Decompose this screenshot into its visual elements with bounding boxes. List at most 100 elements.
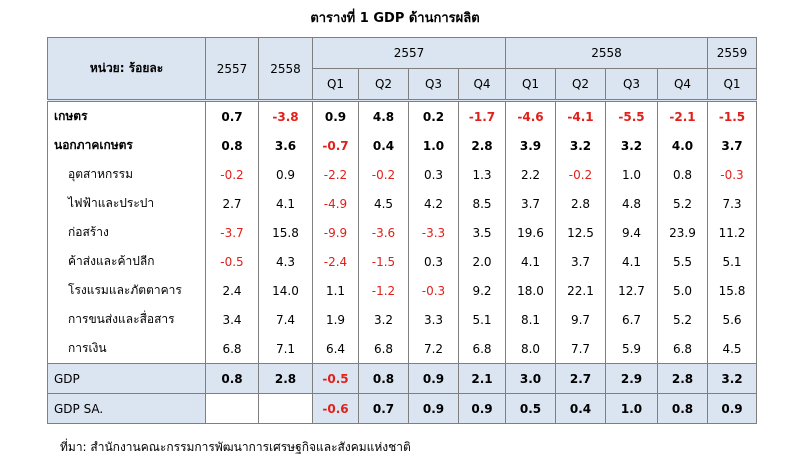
value-cell: -5.5 xyxy=(605,99,658,131)
table-row: ก่อสร้าง -3.7 15.8 -9.9 -3.6 -3.3 3.5 19.6 12.5 9… xyxy=(47,218,757,247)
value-cell: 2.7 xyxy=(555,363,606,394)
value-cell: 0.9 xyxy=(458,393,506,424)
value-cell: 0.3 xyxy=(408,160,459,189)
value-cell: -0.3 xyxy=(707,160,757,189)
value-cell: 0.4 xyxy=(555,393,606,424)
source-note: ที่มา: สำนักงานคณะกรรมการพัฒนาการเศรษฐกิ… xyxy=(60,440,411,454)
quarter-header: Q3 xyxy=(408,68,459,101)
value-cell: 8.0 xyxy=(505,334,556,364)
table-row: เกษตร 0.7 -3.8 0.9 4.8 0.2 -1.7 -4.6 -4.1 -5.5 -2.… xyxy=(47,99,757,131)
value-cell: 4.1 xyxy=(605,247,658,276)
value-cell: -4.6 xyxy=(505,99,556,131)
value-cell: 2.7 xyxy=(205,189,259,218)
value-cell: 23.9 xyxy=(657,218,708,247)
value-cell: 22.1 xyxy=(555,276,606,305)
value-cell: -0.3 xyxy=(408,276,459,305)
value-cell: -9.9 xyxy=(312,218,359,247)
value-cell: -1.5 xyxy=(358,247,409,276)
empty-cell xyxy=(258,393,313,424)
year-header: 2558 xyxy=(505,37,708,69)
value-cell: -0.7 xyxy=(312,131,359,160)
row-label: GDP xyxy=(47,363,206,394)
value-cell: -3.3 xyxy=(408,218,459,247)
value-cell: -2.1 xyxy=(657,99,708,131)
value-cell: 6.7 xyxy=(605,305,658,334)
value-cell: 5.2 xyxy=(657,189,708,218)
gdp-table: หน่วย: ร้อยละ 2557 2558 2557 2558 2559 Q1 Q… xyxy=(47,37,757,424)
value-cell: 5.9 xyxy=(605,334,658,364)
value-cell: 0.8 xyxy=(205,131,259,160)
header-row: Q1 Q2 Q3 Q4 Q1 Q2 Q3 Q4 Q1 xyxy=(48,68,757,101)
value-cell: 3.7 xyxy=(555,247,606,276)
value-cell: 3.6 xyxy=(258,131,313,160)
value-cell: 0.2 xyxy=(408,99,459,131)
annual-header: 2557 xyxy=(205,37,259,101)
value-cell: 3.7 xyxy=(707,131,757,160)
value-cell: 15.8 xyxy=(707,276,757,305)
value-cell: 0.7 xyxy=(205,99,259,131)
value-cell: 6.4 xyxy=(312,334,359,364)
value-cell: -4.9 xyxy=(312,189,359,218)
value-cell: 18.0 xyxy=(505,276,556,305)
quarter-header: Q1 xyxy=(312,68,359,101)
value-cell: 4.0 xyxy=(657,131,708,160)
table-row: ค้าส่งและค้าปลีก -0.5 4.3 -2.4 -1.5 0.3 2.0 4.1… xyxy=(47,247,757,276)
value-cell: 2.4 xyxy=(205,276,259,305)
value-cell: 3.5 xyxy=(458,218,506,247)
value-cell: 0.8 xyxy=(657,160,708,189)
value-cell: -3.8 xyxy=(258,99,313,131)
value-cell: -0.6 xyxy=(312,393,359,424)
value-cell: 5.6 xyxy=(707,305,757,334)
value-cell: 3.3 xyxy=(408,305,459,334)
table-row: การขนส่งและสื่อสาร 3.4 7.4 1.9 3.2 3.3 5.1 8.1 9… xyxy=(47,305,757,334)
table-header: หน่วย: ร้อยละ 2557 2558 2557 2558 2559 Q1 Q… xyxy=(47,37,757,101)
value-cell: 2.0 xyxy=(458,247,506,276)
value-cell: 2.8 xyxy=(555,189,606,218)
value-cell: 3.2 xyxy=(605,131,658,160)
value-cell: 4.8 xyxy=(358,99,409,131)
value-cell: 4.8 xyxy=(605,189,658,218)
value-cell: 3.0 xyxy=(505,363,556,394)
value-cell: 3.2 xyxy=(555,131,606,160)
value-cell: -3.7 xyxy=(205,218,259,247)
quarter-header: Q1 xyxy=(707,68,757,101)
value-cell: 8.5 xyxy=(458,189,506,218)
table-row: GDP 0.8 2.8 -0.5 0.8 0.9 2.1 3.0 2.7 2.9 2.8 3.2 xyxy=(47,363,757,394)
row-label: เกษตร xyxy=(47,99,206,131)
table-row: นอกภาคเกษตร 0.8 3.6 -0.7 0.4 1.0 2.8 3.9 3.2 3.2 4… xyxy=(47,131,757,160)
table-row: อุตสาหกรรม -0.2 0.9 -2.2 -0.2 0.3 1.3 2.2 -0.2 1.… xyxy=(47,160,757,189)
value-cell: 3.7 xyxy=(505,189,556,218)
annual-header: 2558 xyxy=(258,37,313,101)
value-cell: 4.3 xyxy=(258,247,313,276)
value-cell: 0.9 xyxy=(707,393,757,424)
value-cell: -1.2 xyxy=(358,276,409,305)
quarter-header: Q3 xyxy=(605,68,658,101)
empty-cell xyxy=(205,393,259,424)
year-header: 2557 xyxy=(312,37,506,69)
value-cell: 2.8 xyxy=(258,363,313,394)
value-cell: 6.8 xyxy=(205,334,259,364)
value-cell: 0.9 xyxy=(408,393,459,424)
value-cell: 4.5 xyxy=(358,189,409,218)
value-cell: 9.4 xyxy=(605,218,658,247)
value-cell: 3.4 xyxy=(205,305,259,334)
value-cell: 0.4 xyxy=(358,131,409,160)
value-cell: 0.8 xyxy=(205,363,259,394)
row-label: การเงิน xyxy=(47,334,206,364)
value-cell: 4.1 xyxy=(505,247,556,276)
row-label: ก่อสร้าง xyxy=(47,218,206,247)
value-cell: 12.7 xyxy=(605,276,658,305)
value-cell: 2.8 xyxy=(458,131,506,160)
row-label: GDP SA. xyxy=(47,393,206,424)
value-cell: 3.9 xyxy=(505,131,556,160)
value-cell: 0.5 xyxy=(505,393,556,424)
value-cell: 9.2 xyxy=(458,276,506,305)
value-cell: 1.0 xyxy=(605,160,658,189)
value-cell: 5.5 xyxy=(657,247,708,276)
value-cell: 3.2 xyxy=(707,363,757,394)
value-cell: 5.1 xyxy=(707,247,757,276)
value-cell: 1.0 xyxy=(605,393,658,424)
value-cell: 3.2 xyxy=(358,305,409,334)
row-label: นอกภาคเกษตร xyxy=(47,131,206,160)
